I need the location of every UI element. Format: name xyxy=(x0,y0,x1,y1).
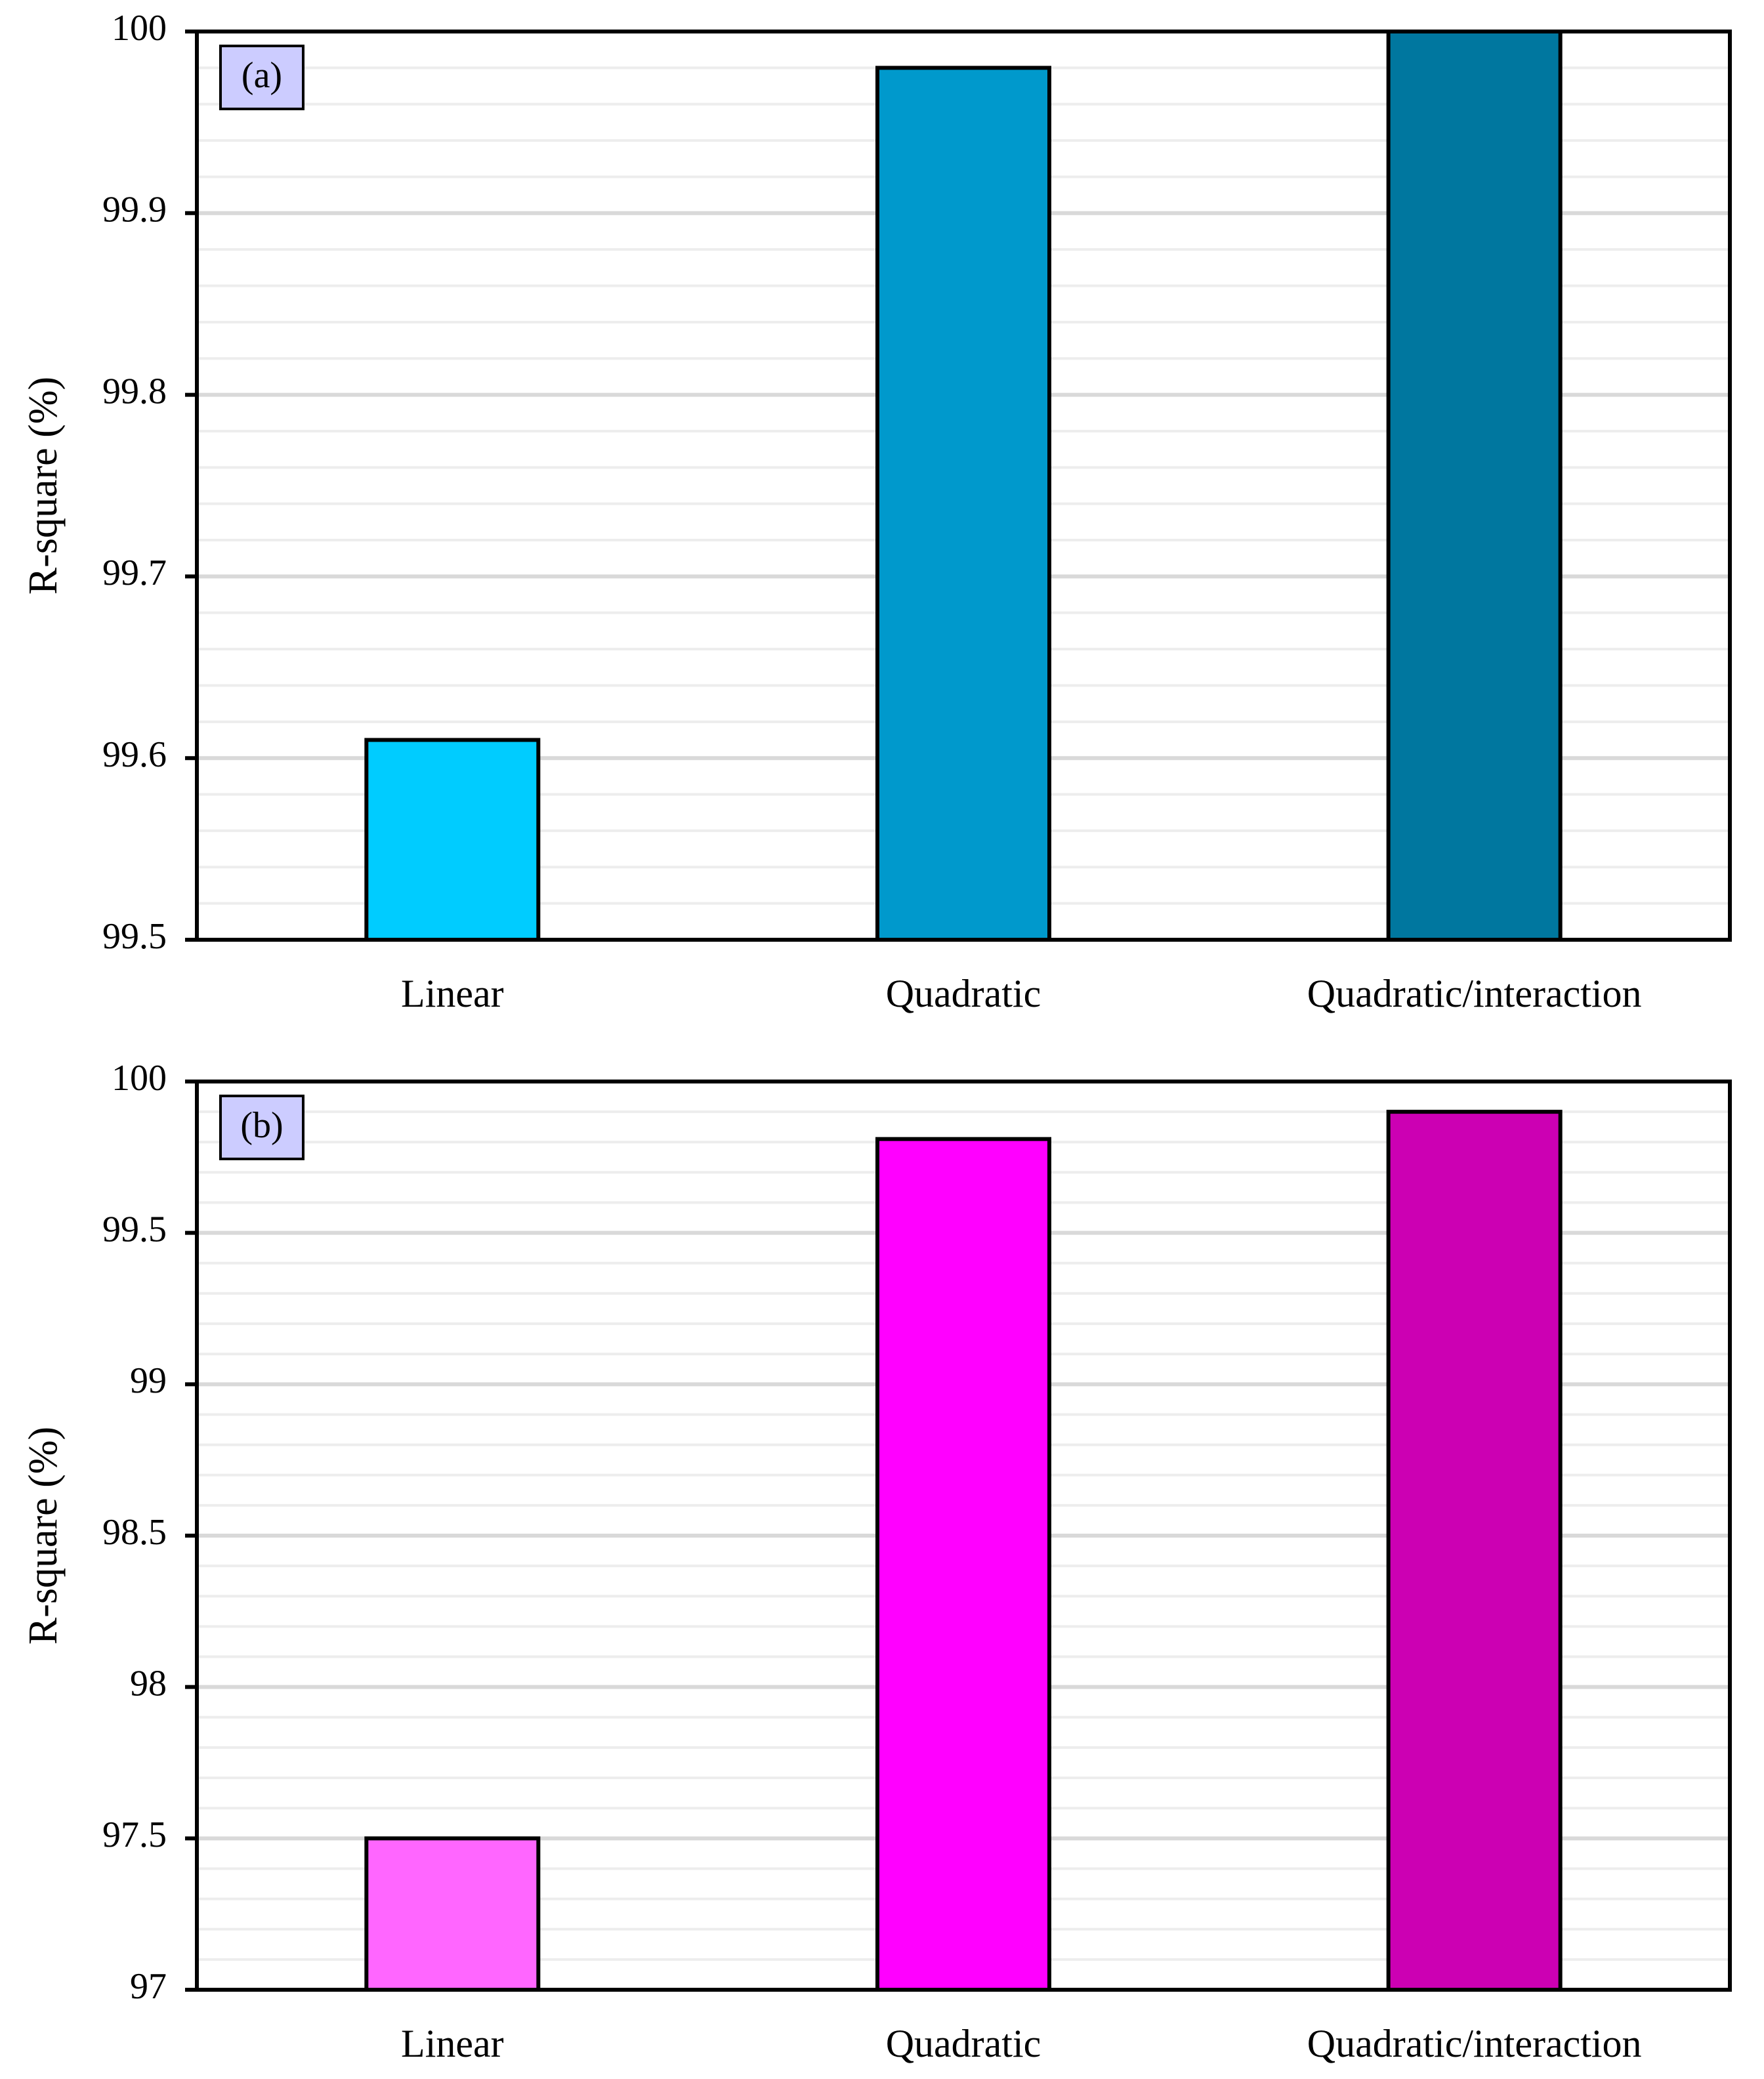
y-tick-label: 99.8 xyxy=(102,371,167,411)
x-category-label: Quadratic xyxy=(886,2022,1041,2065)
y-tick-label: 99.9 xyxy=(102,190,167,230)
bar-linear xyxy=(364,738,541,942)
panel-tag-box xyxy=(219,1095,304,1160)
y-tick-label: 98 xyxy=(130,1664,167,1704)
x-category-label: Quadratic xyxy=(886,972,1041,1015)
y-axis-title: R-square (%) xyxy=(21,377,66,595)
x-category-label: Quadratic/interaction xyxy=(1307,972,1642,1015)
x-category-label: Linear xyxy=(401,2022,504,2065)
panel-tag-label: (a) xyxy=(242,55,282,96)
y-tick-label: 99.5 xyxy=(102,916,167,957)
bar-linear xyxy=(364,1836,541,1992)
chart-panel-b: 97 97.5 98 98.5 99 99.5 100 Linear Quadratic Quad… xyxy=(21,1058,1732,2065)
bar-quadratic xyxy=(875,66,1051,942)
chart-panel-a: 99.5 99.6 99.7 99.8 99.9 100 Linear Quadratic Qu… xyxy=(21,8,1732,1015)
plot-frame xyxy=(195,30,1732,942)
y-tick-label: 97 xyxy=(130,1966,167,2007)
bar-quadratic-interaction xyxy=(1386,30,1563,942)
panel-tag-box xyxy=(219,45,304,110)
panel-tag-label: (b) xyxy=(240,1105,283,1146)
y-tick-label: 99.7 xyxy=(102,553,167,593)
x-category-label: Quadratic/interaction xyxy=(1307,2022,1642,2065)
y-tick-label: 98.5 xyxy=(102,1512,167,1553)
y-tick-label: 100 xyxy=(112,8,167,49)
y-axis-title: R-square (%) xyxy=(21,1427,66,1645)
bar-quadratic-interaction xyxy=(1386,1110,1563,1992)
y-tick-label: 99 xyxy=(130,1360,167,1401)
y-tick-label: 99.6 xyxy=(102,734,167,775)
y-tick-label: 100 xyxy=(112,1058,167,1099)
panel-tag: (b) xyxy=(219,1095,304,1160)
bar-quadratic xyxy=(875,1137,1051,1992)
y-tick-label: 97.5 xyxy=(102,1815,167,1855)
y-tick-label: 99.5 xyxy=(102,1209,167,1250)
x-category-label: Linear xyxy=(401,972,504,1015)
panel-tag: (a) xyxy=(219,45,304,110)
